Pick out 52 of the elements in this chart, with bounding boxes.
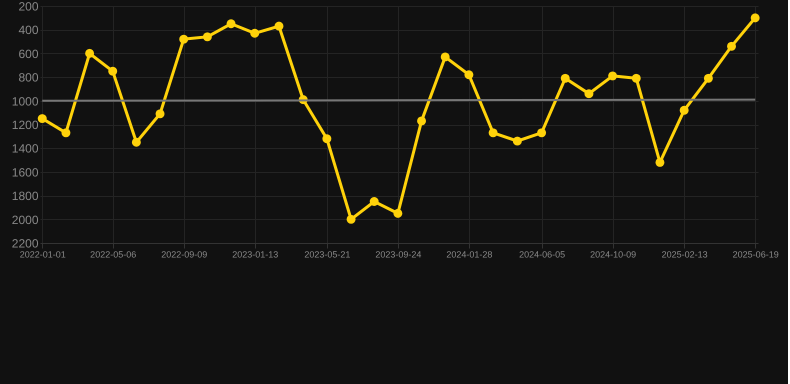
point (132, 138, 141, 147)
point (346, 214, 356, 224)
point (750, 13, 760, 22)
point (655, 158, 664, 167)
y-tick-label: 1400 (12, 142, 39, 156)
x-tick-label: 2022-01-01 (20, 250, 66, 260)
x-tick-label: 2025-06-19 (732, 250, 779, 260)
x-tick-label: 2022-05-06 (90, 250, 136, 260)
y-tick-label: 1600 (12, 165, 39, 180)
point (704, 74, 713, 83)
point (727, 42, 736, 51)
point (560, 74, 570, 83)
point (61, 128, 70, 138)
x-tick-label: 2023-05-21 (304, 250, 350, 260)
y-tick-label: 400 (18, 23, 39, 38)
point (370, 197, 379, 206)
point (584, 89, 594, 98)
point (179, 34, 188, 44)
point (537, 128, 546, 138)
point (417, 116, 426, 126)
y-tick-label: 600 (18, 46, 39, 61)
point (85, 48, 94, 58)
point (512, 136, 522, 146)
point (608, 71, 618, 80)
x-tick-label: 2024-06-05 (519, 250, 566, 260)
x-tick-label: 2024-10-09 (590, 250, 636, 260)
point (274, 22, 284, 31)
x-tick-label: 2022-09-09 (161, 250, 208, 260)
point (202, 32, 212, 42)
point (464, 70, 474, 80)
y-tick-label: 200 (18, 0, 39, 14)
point (680, 106, 689, 115)
x-tick-label: 2025-02-13 (662, 250, 708, 260)
point (108, 66, 118, 76)
y-tick-label: 800 (18, 70, 39, 85)
y-tick-label: 2000 (12, 212, 39, 227)
point (226, 19, 236, 28)
y-tick-label: 2200 (12, 236, 39, 250)
x-tick-label: 2023-09-24 (375, 250, 422, 260)
point (440, 52, 450, 62)
point (488, 128, 498, 138)
point (250, 28, 260, 38)
point (38, 114, 47, 124)
y-tick-label: 1000 (12, 94, 39, 108)
point (393, 208, 402, 218)
x-tick-label: 2024-01-28 (446, 250, 492, 260)
point (322, 134, 332, 144)
y-tick-label: 1200 (12, 118, 39, 132)
point (632, 74, 641, 83)
point (156, 109, 165, 118)
y-tick-label: 1800 (12, 189, 39, 204)
x-tick-label: 2023-01-13 (232, 250, 278, 260)
